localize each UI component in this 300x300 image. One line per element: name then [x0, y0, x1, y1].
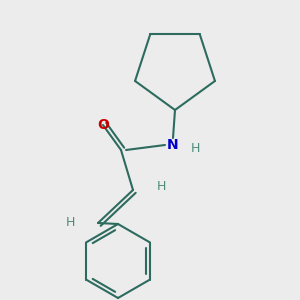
Text: H: H	[190, 142, 200, 154]
Text: H: H	[65, 217, 75, 230]
Text: N: N	[167, 138, 179, 152]
Text: O: O	[97, 118, 109, 132]
Text: H: H	[156, 181, 166, 194]
